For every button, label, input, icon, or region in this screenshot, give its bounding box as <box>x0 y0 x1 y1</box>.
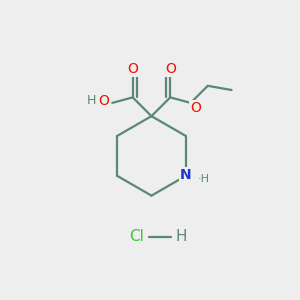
Text: O: O <box>165 62 176 76</box>
Text: N: N <box>180 168 192 182</box>
Text: H: H <box>175 230 187 244</box>
Text: O: O <box>99 94 110 107</box>
Text: Cl: Cl <box>129 230 144 244</box>
Text: O: O <box>127 62 138 76</box>
Text: H: H <box>86 94 96 107</box>
Text: ·H: ·H <box>198 174 210 184</box>
Text: O: O <box>190 101 201 115</box>
